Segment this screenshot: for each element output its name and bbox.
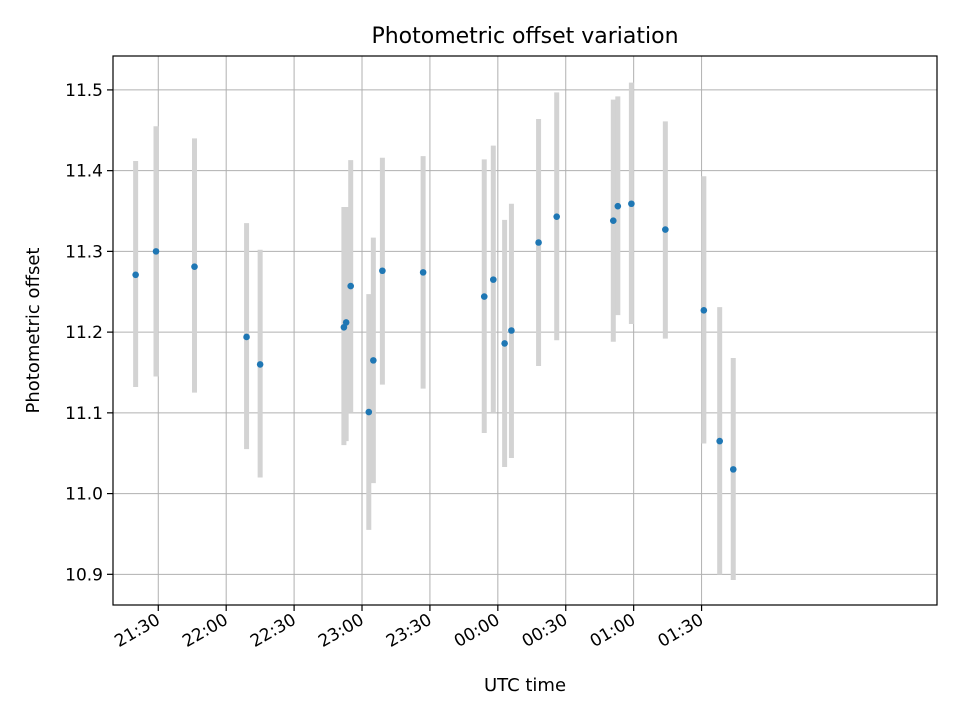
y-tick-label: 11.4	[65, 162, 103, 182]
data-point	[553, 213, 560, 220]
y-tick-label: 11.1	[65, 404, 103, 424]
data-point	[501, 340, 508, 347]
plot-frame	[112, 55, 938, 606]
data-point	[614, 202, 622, 210]
data-point	[662, 226, 669, 233]
data-point	[419, 269, 427, 276]
data-point	[700, 307, 708, 314]
y-tick-label: 10.9	[65, 565, 103, 585]
data-point	[628, 200, 635, 208]
data-point	[370, 357, 377, 364]
x-axis-label: UTC time	[484, 675, 566, 696]
data-points	[132, 200, 737, 473]
y-tick-label: 11.0	[65, 485, 103, 505]
data-point	[256, 361, 264, 368]
y-axis-ticks: 10.9 11.0 11.1 11.2 11.3 11.4 11.5	[65, 81, 113, 585]
data-point	[480, 293, 488, 300]
data-point	[132, 271, 139, 279]
data-point	[508, 327, 515, 334]
data-point	[716, 437, 723, 445]
y-tick-label: 11.5	[65, 81, 103, 101]
y-axis-label: Photometric offset	[23, 248, 44, 414]
data-point	[729, 466, 737, 473]
data-point	[342, 319, 350, 326]
data-point	[347, 282, 354, 290]
data-point	[609, 217, 617, 224]
chart-title: Photometric offset variation	[371, 24, 678, 49]
data-point	[152, 248, 160, 255]
y-tick-label: 11.3	[65, 242, 103, 262]
data-point	[490, 276, 497, 283]
data-point	[365, 408, 373, 416]
data-point	[535, 239, 542, 246]
data-point	[379, 267, 386, 275]
data-point	[243, 333, 250, 341]
gridlines	[113, 56, 937, 605]
y-tick-label: 11.2	[65, 323, 103, 343]
data-point	[191, 263, 198, 271]
